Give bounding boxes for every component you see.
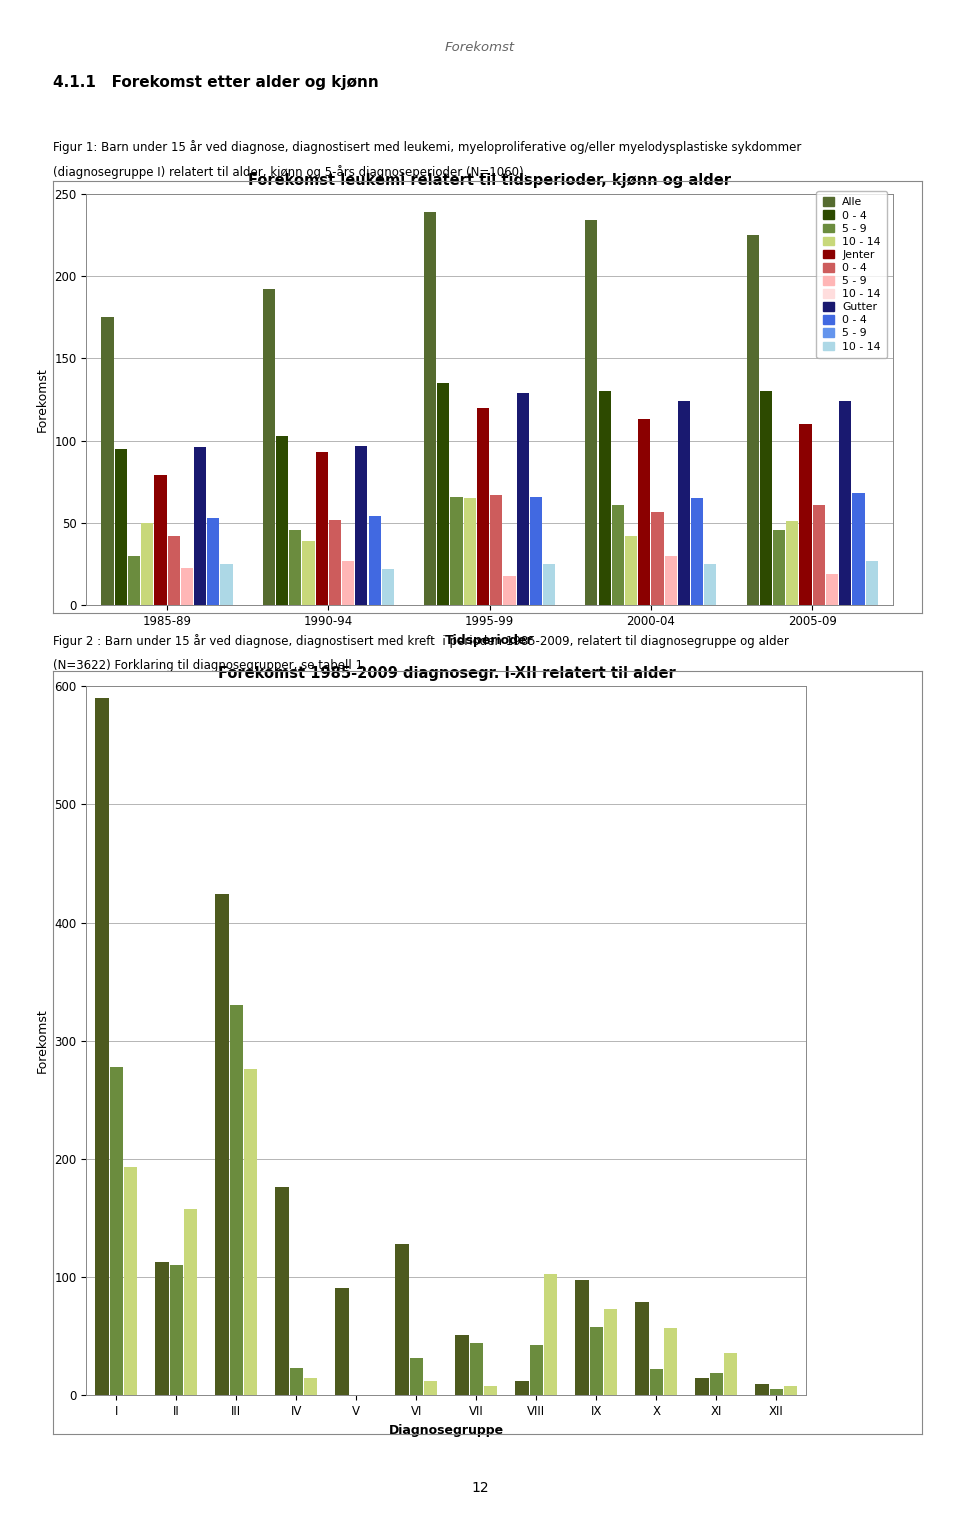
Bar [543, 564, 555, 605]
Bar [194, 447, 206, 605]
Bar [678, 401, 690, 605]
Bar [625, 537, 637, 605]
Bar [302, 541, 315, 605]
Bar [141, 523, 154, 605]
Bar [410, 1357, 423, 1395]
Bar [586, 220, 597, 605]
Bar [477, 407, 489, 605]
Bar [664, 557, 677, 605]
Bar [484, 1386, 497, 1395]
Bar [589, 1327, 603, 1395]
Bar [207, 518, 220, 605]
Bar [612, 505, 624, 605]
Bar [652, 511, 663, 605]
Bar [604, 1308, 617, 1395]
Bar [813, 505, 825, 605]
Bar [695, 1377, 708, 1395]
Bar [215, 894, 228, 1395]
Bar [852, 494, 865, 605]
Text: 4.1.1   Forekomst etter alder og kjønn: 4.1.1 Forekomst etter alder og kjønn [53, 75, 378, 90]
Bar [276, 436, 288, 605]
Text: (diagnosegruppe I) relatert til alder, kjønn og 5-års diagnoseperioder (N=1060).: (diagnosegruppe I) relatert til alder, k… [53, 165, 527, 178]
Bar [276, 1188, 289, 1395]
Bar [516, 393, 529, 605]
Legend: Alle, 0 - 4, 5 - 9, 10 - 14, Jenter, 0 - 4, 5 - 9, 10 - 14, Gutter, 0 - 4, 5 - 9: Alle, 0 - 4, 5 - 9, 10 - 14, Jenter, 0 -… [816, 191, 887, 358]
Bar [437, 383, 449, 605]
Text: Figur 2 : Barn under 15 år ved diagnose, diagnostisert med kreft  i perioden 198: Figur 2 : Barn under 15 år ved diagnose,… [53, 634, 789, 648]
Bar [650, 1369, 663, 1395]
Bar [128, 557, 140, 605]
Bar [455, 1334, 468, 1395]
Bar [180, 567, 193, 605]
Bar [263, 290, 275, 605]
Bar [839, 401, 852, 605]
Title: Forekomst leukemi relatert til tidsperioder, kjønn og alder: Forekomst leukemi relatert til tidsperio… [248, 174, 732, 189]
Bar [575, 1279, 588, 1395]
Bar [168, 537, 180, 605]
Bar [709, 1372, 723, 1395]
Bar [109, 1068, 123, 1395]
Bar [503, 576, 516, 605]
Bar [450, 497, 463, 605]
Bar [244, 1069, 257, 1395]
Bar [289, 529, 301, 605]
Bar [598, 392, 611, 605]
Bar [102, 317, 113, 605]
Bar [342, 561, 354, 605]
Bar [382, 569, 394, 605]
Bar [544, 1273, 558, 1395]
Bar [530, 497, 542, 605]
Bar [329, 520, 341, 605]
Bar [516, 1382, 529, 1395]
Text: 12: 12 [471, 1481, 489, 1494]
Bar [170, 1266, 183, 1395]
Bar [335, 1287, 348, 1395]
Y-axis label: Forekomst: Forekomst [36, 1008, 49, 1074]
Bar [747, 235, 758, 605]
Bar [396, 1244, 409, 1395]
Text: Forekomst: Forekomst [444, 41, 516, 55]
Bar [229, 1005, 243, 1395]
Bar [156, 1261, 169, 1395]
Bar [316, 453, 327, 605]
Bar [664, 1328, 678, 1395]
Bar [691, 499, 704, 605]
Bar [705, 564, 716, 605]
Y-axis label: Forekomst: Forekomst [36, 368, 49, 432]
Bar [491, 496, 502, 605]
Bar [114, 448, 127, 605]
Bar [424, 1382, 438, 1395]
Bar [124, 1167, 137, 1395]
Bar [184, 1209, 198, 1395]
X-axis label: Diagnosegruppe: Diagnosegruppe [389, 1424, 504, 1437]
Bar [464, 499, 476, 605]
Bar [638, 419, 650, 605]
Bar [355, 445, 368, 605]
Bar [424, 212, 436, 605]
Bar [770, 1389, 783, 1395]
Bar [636, 1302, 649, 1395]
Bar [290, 1368, 303, 1395]
Bar [756, 1383, 769, 1395]
Bar [369, 517, 381, 605]
Bar [221, 564, 232, 605]
Bar [800, 424, 811, 605]
Bar [155, 476, 166, 605]
Bar [786, 522, 799, 605]
Bar [866, 561, 877, 605]
X-axis label: Tidsperioder: Tidsperioder [445, 634, 534, 647]
Bar [469, 1344, 483, 1395]
Bar [784, 1386, 798, 1395]
Bar [773, 529, 785, 605]
Title: Forekomst 1985-2009 diagnosegr. I-XII relatert til alder: Forekomst 1985-2009 diagnosegr. I-XII re… [218, 666, 675, 682]
Bar [530, 1345, 543, 1395]
Text: Figur 1: Barn under 15 år ved diagnose, diagnostisert med leukemi, myeloprolifer: Figur 1: Barn under 15 år ved diagnose, … [53, 140, 802, 154]
Bar [304, 1377, 318, 1395]
Bar [826, 573, 838, 605]
Bar [95, 698, 108, 1395]
Bar [724, 1353, 737, 1395]
Text: (N=3622) Forklaring til diagnosegrupper, se tabell 1: (N=3622) Forklaring til diagnosegrupper,… [53, 659, 363, 673]
Bar [759, 392, 772, 605]
